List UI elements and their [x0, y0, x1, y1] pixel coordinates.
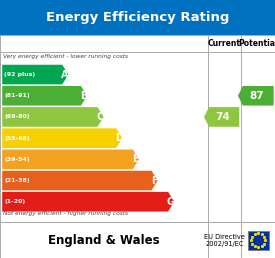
Polygon shape: [2, 86, 87, 106]
Text: E: E: [132, 154, 139, 164]
Text: (39-54): (39-54): [4, 157, 30, 162]
Polygon shape: [2, 65, 68, 84]
Polygon shape: [2, 150, 139, 169]
Text: (81-91): (81-91): [4, 93, 30, 98]
Text: Energy Efficiency Rating: Energy Efficiency Rating: [46, 11, 229, 24]
Text: Potential: Potential: [238, 39, 275, 48]
Bar: [0, 222, 275, 258]
Text: A: A: [61, 70, 68, 79]
Bar: [248, 231, 268, 250]
Text: (55-68): (55-68): [4, 136, 30, 141]
Bar: [0, 0, 275, 35]
Text: (21-38): (21-38): [4, 178, 30, 183]
Polygon shape: [2, 128, 122, 148]
Text: C: C: [97, 112, 104, 122]
Text: 87: 87: [249, 91, 264, 101]
Polygon shape: [238, 86, 274, 106]
Text: (92 plus): (92 plus): [4, 72, 35, 77]
Text: Not energy efficient - higher running costs: Not energy efficient - higher running co…: [3, 211, 128, 216]
Polygon shape: [2, 171, 158, 190]
Polygon shape: [204, 107, 239, 127]
Text: EU Directive
2002/91/EC: EU Directive 2002/91/EC: [204, 234, 245, 247]
Text: Very energy efficient - lower running costs: Very energy efficient - lower running co…: [3, 54, 128, 59]
Polygon shape: [2, 107, 104, 127]
Text: 74: 74: [215, 112, 230, 122]
Bar: [0, 35, 275, 222]
Text: D: D: [115, 133, 123, 143]
Text: (1-20): (1-20): [4, 199, 25, 204]
Polygon shape: [2, 192, 174, 212]
Text: G: G: [167, 197, 175, 207]
Text: F: F: [151, 175, 157, 186]
Text: Current: Current: [208, 39, 241, 48]
Text: England & Wales: England & Wales: [48, 234, 160, 247]
Text: (69-80): (69-80): [4, 115, 30, 119]
Text: B: B: [80, 91, 87, 101]
